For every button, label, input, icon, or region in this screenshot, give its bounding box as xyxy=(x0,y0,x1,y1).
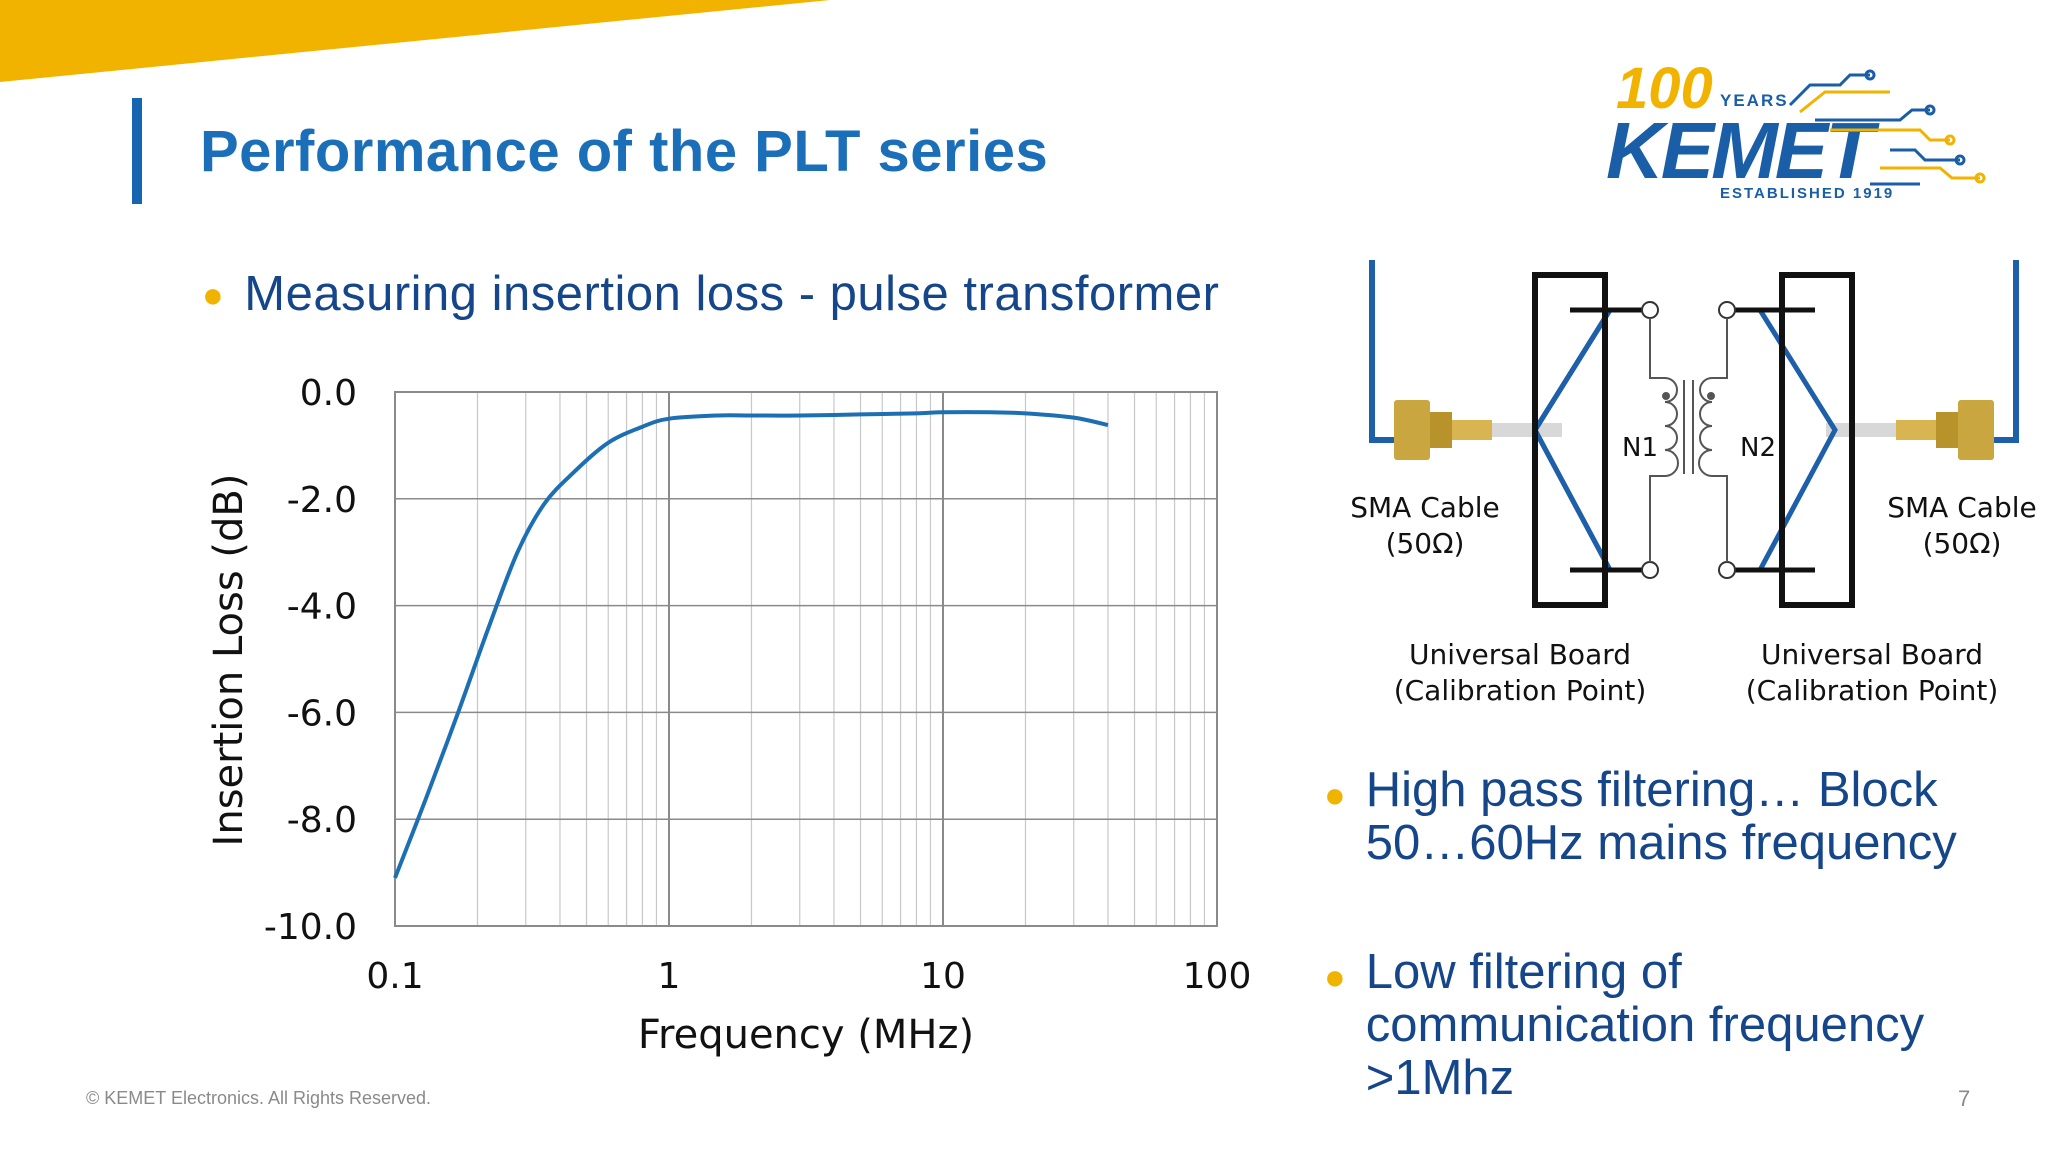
bullet-marker: ● xyxy=(1324,956,1346,997)
terminal-right-top xyxy=(1718,301,1736,319)
terminal-right-bottom xyxy=(1718,561,1736,579)
bullet-low-filtering: ● Low filtering of communication frequen… xyxy=(1324,946,1984,1105)
accent-band-shape xyxy=(0,0,830,82)
winding-n1-label: N1 xyxy=(1622,433,1658,463)
page-title: Performance of the PLT series xyxy=(200,119,1049,184)
right-sma-impedance: (50Ω) xyxy=(1923,527,2002,560)
right-board-sublabel: (Calibration Point) xyxy=(1746,674,1999,707)
page-number: 7 xyxy=(1958,1086,1971,1111)
y-axis-label: Insertion Loss (dB) xyxy=(206,474,252,847)
y-tick-label: 0.0 xyxy=(300,373,357,414)
chart-plot-frame xyxy=(394,391,1218,927)
x-tick-label: 1 xyxy=(658,956,681,997)
logo-years-number: 100 xyxy=(1616,56,1713,121)
bullet-marker: ● xyxy=(1324,774,1346,815)
bullet-high-pass: ● High pass filtering… Block 50…60Hz mai… xyxy=(1324,764,1984,870)
left-board-diamond xyxy=(1532,308,1613,572)
copyright-footer: © KEMET Electronics. All Rights Reserved… xyxy=(86,1088,432,1108)
right-sma-connector xyxy=(1826,400,1994,460)
bullet-high-pass-text: High pass filtering… Block 50…60Hz mains… xyxy=(1365,763,1957,870)
y-tick-label: -10.0 xyxy=(264,907,357,948)
title-accent-bar xyxy=(132,98,142,204)
y-tick-label: -4.0 xyxy=(287,587,357,628)
left-universal-board xyxy=(1532,272,1608,608)
winding-n2-label: N2 xyxy=(1740,433,1776,463)
left-board-sublabel: (Calibration Point) xyxy=(1394,674,1647,707)
terminal-left-bottom xyxy=(1641,561,1659,579)
y-tick-label: -2.0 xyxy=(287,480,357,521)
bullet-measuring-text: Measuring insertion loss - pulse transfo… xyxy=(244,267,1220,321)
insertion-loss-curve xyxy=(393,410,1109,879)
left-board-diamond-back xyxy=(1532,308,1613,572)
bullet-measuring: ● Measuring insertion loss - pulse trans… xyxy=(202,266,1219,322)
left-board-label: Universal Board xyxy=(1409,638,1631,671)
terminal-left-top xyxy=(1641,301,1659,319)
insertion-loss-chart: 0.0 -2.0 -4.0 -6.0 -8.0 -10.0 0.1 1 10 100 Frequ… xyxy=(206,373,1251,1058)
chart-grid xyxy=(394,391,1217,927)
accent-band xyxy=(0,0,830,82)
right-cable-frame xyxy=(1986,260,2019,443)
x-tick-label: 100 xyxy=(1183,956,1252,997)
right-universal-board xyxy=(1779,272,1855,608)
logo-years-word: YEARS xyxy=(1720,91,1789,110)
pulse-transformer xyxy=(1649,318,1728,562)
y-tick-label: -6.0 xyxy=(287,693,357,734)
y-tick-label: -8.0 xyxy=(287,800,357,841)
y-tick-labels: 0.0 -2.0 -4.0 -6.0 -8.0 -10.0 xyxy=(264,373,357,948)
left-sma-impedance: (50Ω) xyxy=(1386,527,1465,560)
x-tick-labels: 0.1 1 10 100 xyxy=(366,956,1251,997)
right-sma-label: SMA Cable xyxy=(1887,491,2036,524)
x-axis-label: Frequency (MHz) xyxy=(638,1012,974,1058)
kemet-logo: 100 YEARS KEMET ESTABLISHED 1919 xyxy=(1606,56,1986,202)
bullet-low-filtering-text: Low filtering of communication frequency… xyxy=(1365,945,1925,1105)
left-cable-frame xyxy=(1369,260,1402,443)
left-sma-connector xyxy=(1394,400,1562,460)
logo-established: ESTABLISHED 1919 xyxy=(1720,185,1894,202)
x-tick-label: 0.1 xyxy=(366,956,423,997)
x-tick-label: 10 xyxy=(920,956,966,997)
measurement-circuit-diagram: N1 N2 SMA Cable (50Ω) SMA Cable (50Ω) Un… xyxy=(1350,260,2037,707)
right-board-label: Universal Board xyxy=(1761,638,1983,671)
bullet-marker: ● xyxy=(202,274,225,315)
logo-circuit-traces xyxy=(1788,69,1986,186)
left-sma-label: SMA Cable xyxy=(1350,491,1499,524)
